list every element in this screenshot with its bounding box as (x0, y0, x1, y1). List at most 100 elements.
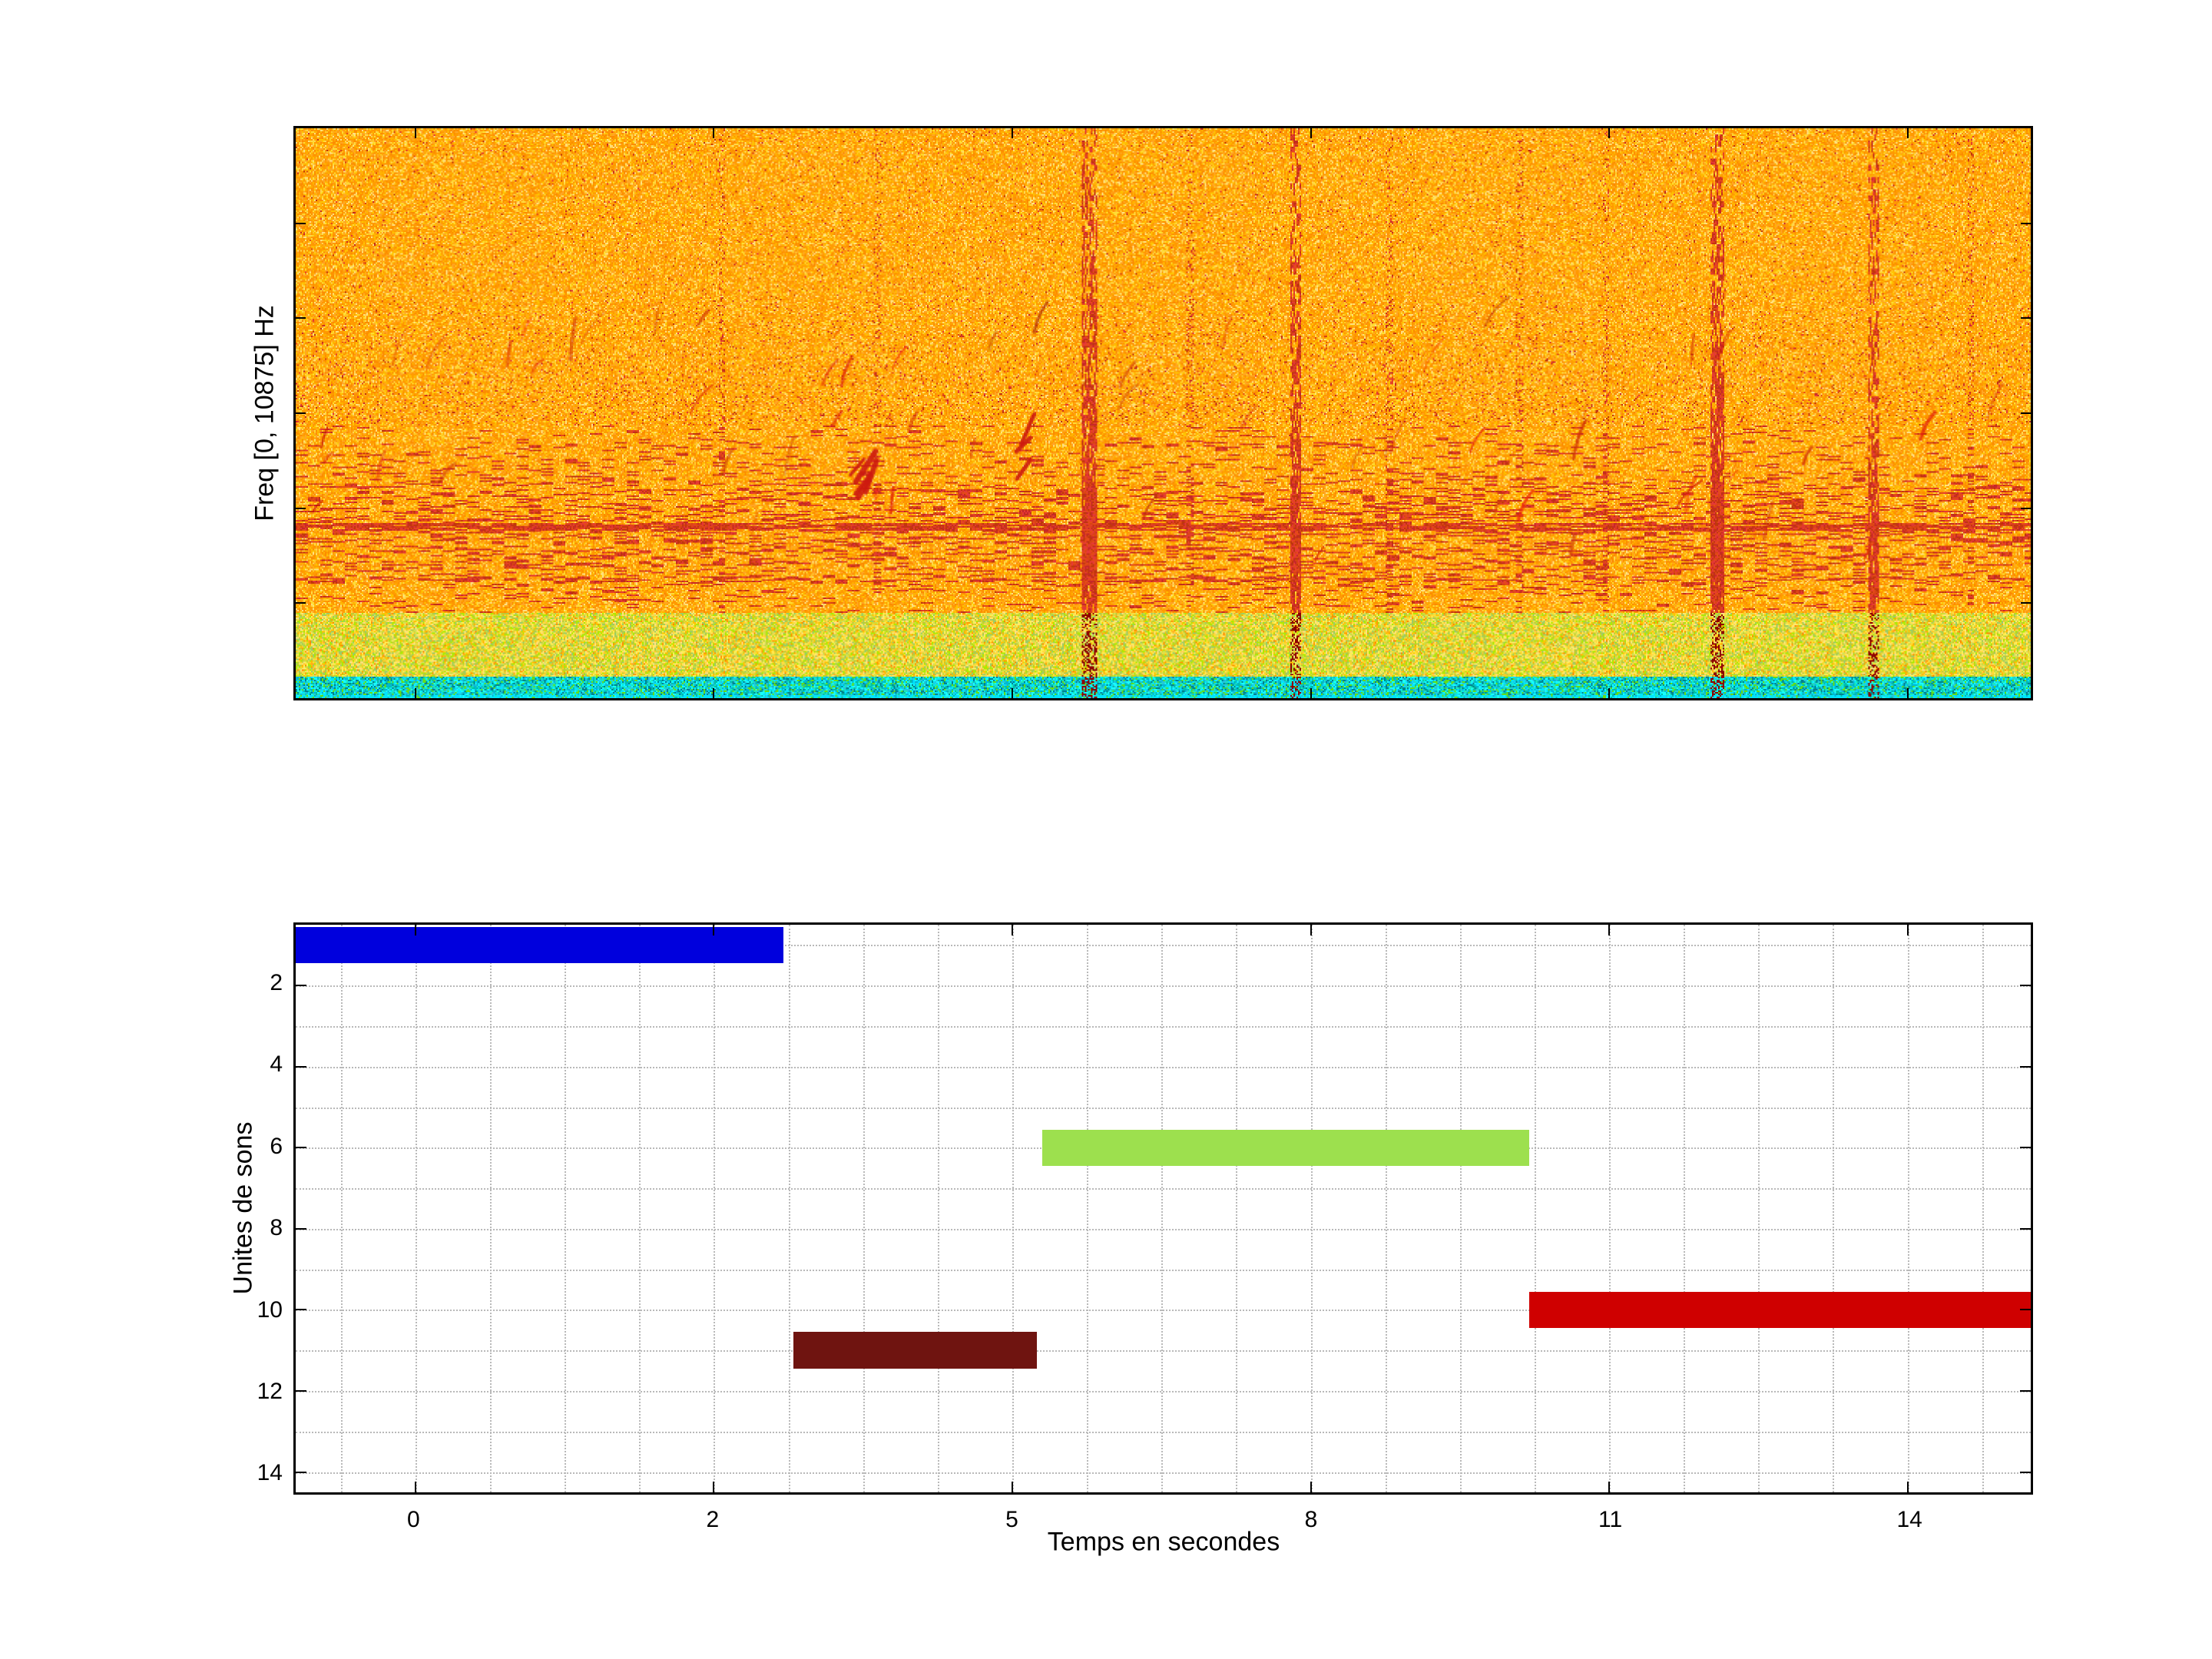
grid-line-vertical (1012, 925, 1014, 1492)
y-tick-label: 10 (257, 1296, 283, 1323)
grid-line-horizontal (296, 945, 2031, 947)
x-tick-mark (1608, 1482, 1611, 1492)
grid-line-horizontal (296, 985, 2031, 988)
y-tick-label: 6 (270, 1133, 283, 1159)
grid-line-horizontal (296, 1350, 2031, 1353)
y-tick-mark (2020, 1471, 2031, 1473)
spec-x-tick-mark (1310, 128, 1312, 138)
y-tick-mark (296, 1227, 306, 1230)
spec-y-tick-mark (2021, 507, 2031, 509)
gantt-bar-unit-11 (793, 1332, 1038, 1369)
x-tick-mark (414, 925, 416, 935)
grid-line-vertical (415, 925, 417, 1492)
grid-line-vertical (1982, 925, 1984, 1492)
x-tick-label: 11 (1598, 1507, 1623, 1532)
spec-x-tick-mark (414, 128, 416, 138)
grid-line-vertical (490, 925, 492, 1492)
spec-x-tick-mark (713, 688, 715, 698)
x-tick-mark (1906, 925, 1909, 935)
y-tick-mark (2020, 1309, 2031, 1311)
spec-x-tick-mark (1310, 688, 1312, 698)
y-tick-mark (296, 985, 306, 987)
spec-y-tick-mark (296, 412, 306, 414)
x-tick-mark (713, 1482, 715, 1492)
spec-y-tick-mark (2021, 222, 2031, 224)
units-plot-axes (293, 922, 2033, 1495)
x-tick-mark (1011, 1482, 1013, 1492)
y-tick-mark (2020, 1227, 2031, 1230)
y-tick-label: 4 (270, 1051, 283, 1078)
x-tick-mark (1608, 925, 1611, 935)
spec-x-tick-mark (1011, 128, 1013, 138)
grid-line-vertical (1310, 925, 1313, 1492)
x-tick-label: 5 (1005, 1507, 1018, 1532)
spectrogram-canvas (296, 128, 2031, 698)
x-tick-mark (713, 925, 715, 935)
y-tick-mark (2020, 1065, 2031, 1068)
grid-line-horizontal (296, 1269, 2031, 1271)
spec-y-tick-mark (2021, 602, 2031, 604)
spec-x-tick-mark (1011, 688, 1013, 698)
spec-x-tick-mark (414, 688, 416, 698)
grid-line-horizontal (296, 1310, 2031, 1312)
grid-line-vertical (1534, 925, 1536, 1492)
y-tick-mark (296, 1390, 306, 1392)
x-tick-label: 0 (406, 1507, 420, 1532)
y-tick-mark (296, 1309, 306, 1311)
spec-x-tick-mark (713, 128, 715, 138)
y-tick-mark (2020, 1147, 2031, 1149)
y-tick-mark (296, 1471, 306, 1473)
grid-line-vertical (639, 925, 641, 1492)
grid-line-horizontal (296, 1228, 2031, 1230)
spectrogram-ylabel: Freq [0, 10875] Hz (250, 305, 280, 522)
spec-y-tick-mark (296, 507, 306, 509)
gantt-bar-unit-1 (296, 926, 784, 964)
spec-x-tick-mark (1608, 128, 1611, 138)
y-tick-mark (2020, 1390, 2031, 1392)
spec-y-tick-mark (2021, 412, 2031, 414)
x-tick-mark (1906, 1482, 1909, 1492)
y-tick-label: 8 (270, 1215, 283, 1241)
grid-line-vertical (1684, 925, 1686, 1492)
gantt-bar-unit-10 (1529, 1291, 2031, 1329)
spec-x-tick-mark (1906, 128, 1909, 138)
x-tick-label: 8 (1304, 1507, 1318, 1532)
spectrogram-axes (293, 126, 2033, 700)
spec-y-tick-mark (296, 317, 306, 320)
grid-line-horizontal (296, 1391, 2031, 1393)
grid-line-horizontal (296, 1431, 2031, 1433)
grid-line-vertical (565, 925, 567, 1492)
grid-line-vertical (1459, 925, 1462, 1492)
spec-x-tick-mark (1906, 688, 1909, 698)
grid-line-horizontal (296, 1066, 2031, 1068)
y-tick-mark (2020, 985, 2031, 987)
y-tick-label: 2 (270, 969, 283, 995)
spec-y-tick-mark (296, 602, 306, 604)
x-tick-mark (414, 1482, 416, 1492)
y-tick-mark (296, 1065, 306, 1068)
grid-line-vertical (1087, 925, 1089, 1492)
spec-y-tick-mark (296, 222, 306, 224)
grid-line-vertical (1758, 925, 1760, 1492)
spec-y-tick-mark (2021, 317, 2031, 320)
grid-line-vertical (1236, 925, 1238, 1492)
grid-line-vertical (1833, 925, 1835, 1492)
x-tick-label: 2 (706, 1507, 720, 1532)
grid-line-vertical (863, 925, 865, 1492)
grid-line-horizontal (296, 1107, 2031, 1109)
grid-line-vertical (1609, 925, 1611, 1492)
x-tick-mark (1310, 1482, 1312, 1492)
grid-line-vertical (1385, 925, 1387, 1492)
grid-line-vertical (1907, 925, 1909, 1492)
y-tick-mark (296, 1147, 306, 1149)
y-tick-label: 12 (257, 1378, 283, 1404)
x-tick-mark (1310, 925, 1312, 935)
y-tick-label: 14 (257, 1460, 283, 1486)
grid-line-vertical (1161, 925, 1164, 1492)
grid-line-horizontal (296, 1472, 2031, 1474)
gantt-bar-unit-6 (1041, 1129, 1530, 1167)
grid-line-vertical (340, 925, 343, 1492)
time-xlabel: Temps en secondes (1047, 1527, 1280, 1557)
grid-line-horizontal (296, 1188, 2031, 1190)
